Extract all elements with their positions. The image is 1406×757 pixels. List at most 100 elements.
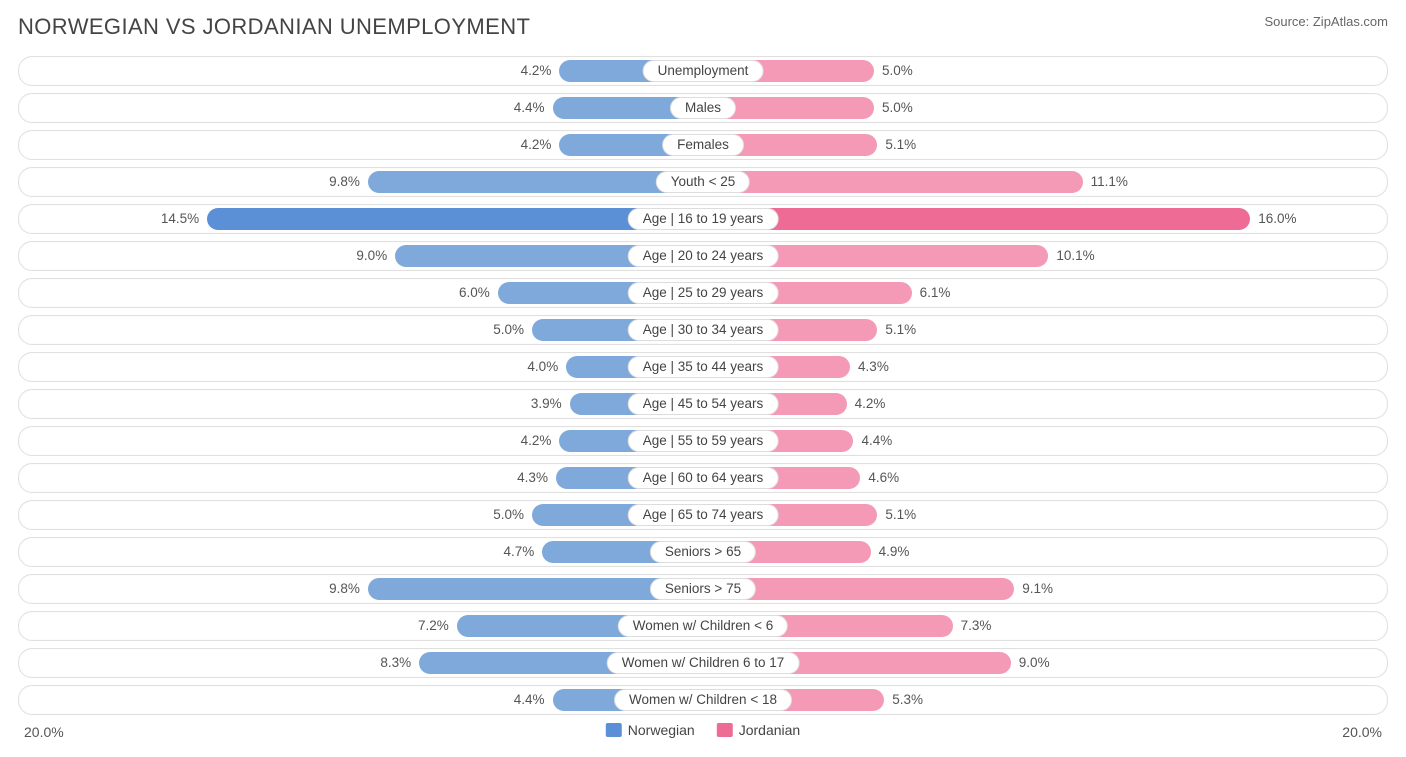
row-label: Unemployment [643,60,764,82]
chart-legend: Norwegian Jordanian [606,722,800,738]
value-norwegian: 9.0% [356,245,387,267]
chart-row: 5.0% 5.1%Age | 65 to 74 years [18,500,1388,530]
row-left-half: 4.4% [19,97,703,119]
row-left-half: 9.8% [19,578,703,600]
row-right-half: 16.0% [703,208,1387,230]
value-jordanian: 4.3% [858,356,889,378]
chart-title: NORWEGIAN VS JORDANIAN UNEMPLOYMENT [18,14,530,40]
chart-row: 7.2%7.3%Women w/ Children < 6 [18,611,1388,641]
chart-source: Source: ZipAtlas.com [1264,14,1388,29]
value-norwegian: 4.2% [521,60,552,82]
row-label: Age | 25 to 29 years [628,282,779,304]
value-jordanian: 9.0% [1019,652,1050,674]
legend-item-jordanian: Jordanian [717,722,801,738]
value-jordanian: 6.1% [920,282,951,304]
chart-row: 4.2% 4.4%Age | 55 to 59 years [18,426,1388,456]
legend-swatch-norwegian [606,723,622,737]
value-norwegian: 4.4% [514,97,545,119]
value-norwegian: 4.3% [517,467,548,489]
value-norwegian: 14.5% [161,208,199,230]
chart-row: 6.0% 6.1% Age | 25 to 29 years [18,278,1388,308]
value-norwegian: 4.0% [527,356,558,378]
value-norwegian: 4.2% [521,430,552,452]
bar-jordanian [703,171,1083,193]
row-label: Females [662,134,744,156]
value-jordanian: 5.0% [882,97,913,119]
row-left-half: 9.0% [19,245,703,267]
chart-row: 4.0% 4.3% Age | 35 to 44 years [18,352,1388,382]
row-right-half: 9.0% [703,652,1387,674]
chart-row: 9.0% 10.1% Age | 20 to 24 years [18,241,1388,271]
value-norwegian: 5.0% [493,504,524,526]
row-label: Age | 45 to 54 years [628,393,779,415]
source-prefix: Source: [1264,14,1312,29]
row-right-half: 4.6% [703,467,1387,489]
value-jordanian: 11.1% [1091,171,1128,193]
row-label: Males [670,97,736,119]
chart-row: 4.4% 5.3% Women w/ Children < 18 [18,685,1388,715]
row-label: Age | 65 to 74 years [628,504,779,526]
row-left-half: 6.0% [19,282,703,304]
row-right-half: 7.3% [703,615,1387,637]
row-left-half: 5.0% [19,319,703,341]
value-norwegian: 9.8% [329,171,360,193]
row-right-half: 10.1% [703,245,1387,267]
row-left-half: 4.2% [19,60,703,82]
value-jordanian: 5.1% [885,319,916,341]
value-jordanian: 9.1% [1022,578,1053,600]
value-norwegian: 9.8% [329,578,360,600]
value-jordanian: 16.0% [1258,208,1296,230]
value-jordanian: 10.1% [1056,245,1094,267]
row-right-half: 4.4% [703,430,1387,452]
legend-swatch-jordanian [717,723,733,737]
row-label: Women w/ Children < 18 [614,689,792,711]
row-left-half: 4.3% [19,467,703,489]
row-label: Age | 16 to 19 years [628,208,779,230]
row-right-half: 6.1% [703,282,1387,304]
row-right-half: 5.0% [703,97,1387,119]
row-label: Age | 55 to 59 years [628,430,779,452]
row-label: Women w/ Children < 6 [618,615,788,637]
row-left-half: 3.9% [19,393,703,415]
chart-row: 4.3%4.6%Age | 60 to 64 years [18,463,1388,493]
row-left-half: 7.2% [19,615,703,637]
row-left-half: 4.2% [19,430,703,452]
value-norwegian: 4.7% [503,541,534,563]
legend-label-jordanian: Jordanian [739,722,801,738]
value-jordanian: 5.0% [882,60,913,82]
axis-max-left: 20.0% [24,724,64,740]
row-right-half: 11.1% [703,171,1387,193]
chart-header: NORWEGIAN VS JORDANIAN UNEMPLOYMENT Sour… [18,14,1388,40]
chart-footer: 20.0% Norwegian Jordanian 20.0% [18,722,1388,746]
value-jordanian: 4.6% [868,467,899,489]
row-label: Age | 35 to 44 years [628,356,779,378]
bar-norwegian [368,171,703,193]
value-jordanian: 5.3% [892,689,923,711]
row-left-half: 4.7% [19,541,703,563]
chart-row: 9.8% 11.1% Youth < 25 [18,167,1388,197]
row-right-half: 5.1% [703,504,1387,526]
row-label: Seniors > 65 [650,541,756,563]
row-left-half: 4.0% [19,356,703,378]
chart-row: 4.2% 5.0% Unemployment [18,56,1388,86]
row-label: Youth < 25 [656,171,750,193]
source-name: ZipAtlas.com [1313,14,1388,29]
value-norwegian: 6.0% [459,282,490,304]
chart-row: 3.9%4.2%Age | 45 to 54 years [18,389,1388,419]
row-right-half: 9.1% [703,578,1387,600]
value-jordanian: 5.1% [885,134,916,156]
row-left-half: 5.0% [19,504,703,526]
row-label: Age | 20 to 24 years [628,245,779,267]
legend-label-norwegian: Norwegian [628,722,695,738]
legend-item-norwegian: Norwegian [606,722,695,738]
row-left-half: 8.3% [19,652,703,674]
chart-row: 5.0%5.1%Age | 30 to 34 years [18,315,1388,345]
row-label: Seniors > 75 [650,578,756,600]
chart-row: 14.5% 16.0% Age | 16 to 19 years [18,204,1388,234]
diverging-bar-chart: 4.2% 5.0% Unemployment 4.4% 5.0% Males 4.2% 5.1… [18,56,1388,715]
value-norwegian: 5.0% [493,319,524,341]
chart-row: 4.4% 5.0% Males [18,93,1388,123]
row-right-half: 5.1% [703,134,1387,156]
row-left-half: 4.4% [19,689,703,711]
row-right-half: 5.1% [703,319,1387,341]
